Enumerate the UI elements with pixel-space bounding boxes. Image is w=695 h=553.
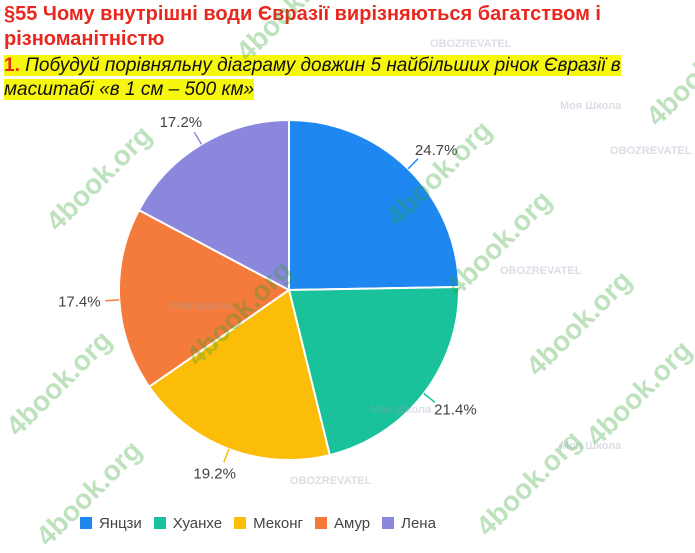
task-body: Побудуй порівняльну діаграму довжин 5 на… xyxy=(4,55,621,100)
legend-item-1: Янцзи xyxy=(80,515,142,532)
leader-line-3 xyxy=(223,448,230,463)
data-label-1: 24.7% xyxy=(415,142,458,159)
leader-line-1 xyxy=(407,158,419,170)
legend-item-5: Лена xyxy=(382,515,436,532)
legend-swatch xyxy=(234,517,247,529)
data-label-3: 19.2% xyxy=(193,465,236,482)
pie-slice-4 xyxy=(118,208,291,389)
page-title: §55 Чому внутрішні води Євразії вирізняю… xyxy=(4,3,601,50)
data-label-2: 21.4% xyxy=(434,402,477,419)
leader-line-4 xyxy=(105,299,120,302)
legend-swatch xyxy=(80,517,92,529)
pie-slice-3 xyxy=(147,288,331,461)
data-label-5: 17.2% xyxy=(160,114,203,131)
legend-label: Амур xyxy=(333,514,371,532)
legend-swatch xyxy=(314,517,327,529)
legend-item-3: Меконг xyxy=(234,515,303,532)
legend-label: Хуанхе xyxy=(172,514,223,532)
legend-label: Лена xyxy=(401,514,436,532)
legend-swatch xyxy=(153,517,166,529)
legend-label: Меконг xyxy=(253,514,303,532)
pie-slice-1 xyxy=(288,118,460,292)
leader-line-5 xyxy=(193,131,203,145)
legend-item-4: Амур xyxy=(314,514,371,532)
legend-item-2: Хуанхе xyxy=(153,514,223,532)
legend-swatch xyxy=(382,517,395,529)
legend-label: Янцзи xyxy=(99,514,142,532)
leader-line-2 xyxy=(423,393,436,403)
task-number: 1. xyxy=(4,55,20,76)
pie-slice-5 xyxy=(137,118,290,292)
data-label-4: 17.4% xyxy=(58,293,101,310)
task-text: 1. Побудуй порівняльну діаграму довжин 5… xyxy=(4,54,690,102)
chart-legend: Янцзи Хуанхе Меконг Амур Лена xyxy=(80,512,600,534)
